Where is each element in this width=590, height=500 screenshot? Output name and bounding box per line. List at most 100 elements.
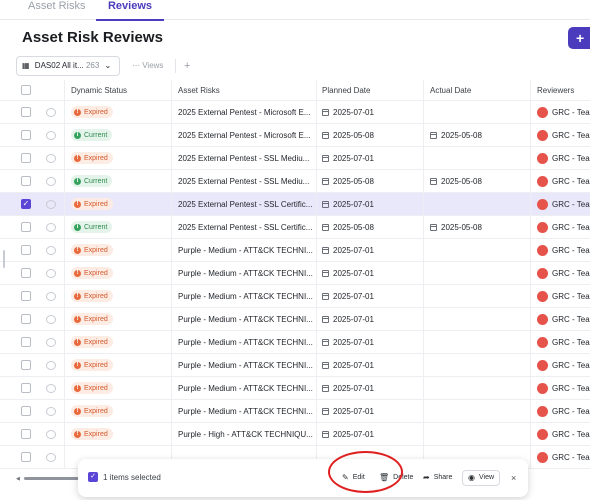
asset-risk-link[interactable]: Purple - Medium - ATT&CK TECHNI...: [178, 406, 313, 416]
table-row[interactable]: ! Expired Purple - Medium - ATT&CK TECHNI.…: [0, 377, 590, 400]
asset-risk-cell[interactable]: 2025 External Pentest - Microsoft E...: [178, 124, 316, 146]
asset-risk-link[interactable]: 2025 External Pentest - SSL Certific...: [178, 222, 313, 232]
tab-reviews[interactable]: Reviews: [96, 0, 164, 21]
reviewer-cell[interactable]: GRC - Tea: [537, 400, 590, 422]
reviewer-cell[interactable]: GRC - Tea: [537, 193, 590, 215]
reviewer-cell[interactable]: GRC - Tea: [537, 124, 590, 146]
table-row[interactable]: ! Expired Purple - Medium - ATT&CK TECHNI.…: [0, 239, 590, 262]
comment-icon[interactable]: [46, 268, 56, 278]
comment-icon[interactable]: [46, 291, 56, 301]
row-checkbox[interactable]: [21, 429, 31, 439]
reviewer-cell[interactable]: GRC - Tea: [537, 101, 590, 123]
asset-risk-link[interactable]: Purple - Medium - ATT&CK TECHNI...: [178, 360, 313, 370]
asset-risk-cell[interactable]: Purple - Medium - ATT&CK TECHNI...: [178, 331, 316, 353]
column-header-reviewers[interactable]: Reviewers: [537, 85, 575, 95]
actual-date-cell[interactable]: 2025-05-08: [430, 216, 530, 238]
row-checkbox[interactable]: [21, 245, 31, 255]
asset-risk-link[interactable]: Purple - Medium - ATT&CK TECHNI...: [178, 314, 313, 324]
planned-date-cell[interactable]: 2025-07-01: [322, 377, 422, 399]
planned-date-cell[interactable]: 2025-07-01: [322, 285, 422, 307]
row-checkbox[interactable]: [21, 153, 31, 163]
reviewer-cell[interactable]: GRC - Tea: [537, 239, 590, 261]
table-row[interactable]: i Current 2025 External Pentest - SSL Medi…: [0, 170, 590, 193]
planned-date-cell[interactable]: 2025-07-01: [322, 423, 422, 445]
planned-date-cell[interactable]: 2025-05-08: [322, 170, 422, 192]
planned-date-cell[interactable]: 2025-07-01: [322, 101, 422, 123]
share-button[interactable]: ➦ Share: [423, 470, 452, 486]
asset-risk-link[interactable]: 2025 External Pentest - Microsoft E...: [178, 107, 311, 117]
scroll-left-arrow-icon[interactable]: ◀: [16, 476, 20, 482]
comment-icon[interactable]: [46, 360, 56, 370]
row-checkbox[interactable]: [21, 176, 31, 186]
asset-risk-link[interactable]: 2025 External Pentest - SSL Mediu...: [178, 176, 310, 186]
asset-risk-cell[interactable]: 2025 External Pentest - SSL Mediu...: [178, 170, 316, 192]
column-header-dynamic-status[interactable]: Dynamic Status: [71, 85, 128, 95]
asset-risk-cell[interactable]: Purple - Medium - ATT&CK TECHNI...: [178, 354, 316, 376]
reviewer-cell[interactable]: GRC - Tea: [537, 331, 590, 353]
reviewer-cell[interactable]: GRC - Tea: [537, 308, 590, 330]
resize-handle[interactable]: [3, 250, 5, 268]
asset-risk-cell[interactable]: Purple - Medium - ATT&CK TECHNI...: [178, 239, 316, 261]
add-review-button[interactable]: +: [568, 27, 590, 49]
planned-date-cell[interactable]: 2025-07-01: [322, 331, 422, 353]
asset-risk-cell[interactable]: 2025 External Pentest - SSL Certific...: [178, 216, 316, 238]
planned-date-cell[interactable]: 2025-07-01: [322, 193, 422, 215]
table-row[interactable]: i Current 2025 External Pentest - SSL Cert…: [0, 216, 590, 239]
asset-risk-link[interactable]: Purple - Medium - ATT&CK TECHNI...: [178, 337, 313, 347]
table-row[interactable]: ! Expired Purple - Medium - ATT&CK TECHNI.…: [0, 308, 590, 331]
reviewer-cell[interactable]: GRC - Tea: [537, 170, 590, 192]
asset-risk-link[interactable]: Purple - Medium - ATT&CK TECHNI...: [178, 291, 313, 301]
comment-icon[interactable]: [46, 245, 56, 255]
comment-icon[interactable]: [46, 176, 56, 186]
row-checkbox[interactable]: [21, 337, 31, 347]
reviewer-cell[interactable]: GRC - Tea: [537, 423, 590, 445]
row-checkbox[interactable]: [21, 130, 31, 140]
row-checkbox[interactable]: [21, 291, 31, 301]
actual-date-cell[interactable]: 2025-05-08: [430, 170, 530, 192]
row-checkbox[interactable]: [21, 452, 31, 462]
reviewer-cell[interactable]: GRC - Tea: [537, 147, 590, 169]
asset-risk-cell[interactable]: Purple - Medium - ATT&CK TECHNI...: [178, 262, 316, 284]
bulk-select-checkbox[interactable]: ✓: [88, 472, 98, 482]
reviewer-cell[interactable]: GRC - Tea: [537, 262, 590, 284]
asset-risk-cell[interactable]: Purple - Medium - ATT&CK TECHNI...: [178, 400, 316, 422]
select-all-checkbox[interactable]: [21, 85, 31, 95]
planned-date-cell[interactable]: 2025-07-01: [322, 147, 422, 169]
column-header-planned-date[interactable]: Planned Date: [322, 85, 371, 95]
planned-date-cell[interactable]: 2025-07-01: [322, 354, 422, 376]
column-header-actual-date[interactable]: Actual Date: [430, 85, 472, 95]
asset-risk-link[interactable]: Purple - High - ATT&CK TECHNIQU...: [178, 429, 313, 439]
table-row[interactable]: ! Expired Purple - Medium - ATT&CK TECHNI.…: [0, 400, 590, 423]
view-button[interactable]: ◉ View: [462, 470, 501, 486]
delete-button[interactable]: 🗑 Delete: [379, 470, 413, 486]
asset-risk-cell[interactable]: Purple - Medium - ATT&CK TECHNI...: [178, 285, 316, 307]
asset-risk-cell[interactable]: Purple - High - ATT&CK TECHNIQU...: [178, 423, 316, 445]
comment-icon[interactable]: [46, 222, 56, 232]
views-button[interactable]: ⋯ Views: [132, 56, 163, 76]
view-selector[interactable]: ▦ DAS02 All it... 263 ⌄: [16, 56, 120, 76]
planned-date-cell[interactable]: 2025-07-01: [322, 262, 422, 284]
table-row[interactable]: ! Expired 2025 External Pentest - SSL Medi…: [0, 147, 590, 170]
table-row[interactable]: i Current 2025 External Pentest - Microsof…: [0, 124, 590, 147]
comment-icon[interactable]: [46, 107, 56, 117]
row-checkbox[interactable]: ✓: [21, 199, 31, 209]
table-row[interactable]: ! Expired Purple - Medium - ATT&CK TECHNI.…: [0, 331, 590, 354]
comment-icon[interactable]: [46, 406, 56, 416]
comment-icon[interactable]: [46, 337, 56, 347]
asset-risk-cell[interactable]: Purple - Medium - ATT&CK TECHNI...: [178, 377, 316, 399]
row-checkbox[interactable]: [21, 360, 31, 370]
row-checkbox[interactable]: [21, 314, 31, 324]
table-row[interactable]: ! Expired 2025 External Pentest - Microsof…: [0, 101, 590, 124]
asset-risk-cell[interactable]: 2025 External Pentest - SSL Certific...: [178, 193, 316, 215]
planned-date-cell[interactable]: 2025-07-01: [322, 239, 422, 261]
close-icon[interactable]: ×: [511, 473, 517, 483]
row-checkbox[interactable]: [21, 406, 31, 416]
planned-date-cell[interactable]: 2025-05-08: [322, 124, 422, 146]
row-checkbox[interactable]: [21, 222, 31, 232]
reviewer-cell[interactable]: GRC - Tea: [537, 354, 590, 376]
table-row[interactable]: ! Expired Purple - Medium - ATT&CK TECHNI.…: [0, 262, 590, 285]
reviewer-cell[interactable]: GRC - Tea: [537, 446, 590, 468]
asset-risk-link[interactable]: Purple - Medium - ATT&CK TECHNI...: [178, 245, 313, 255]
row-checkbox[interactable]: [21, 383, 31, 393]
asset-risk-link[interactable]: 2025 External Pentest - SSL Certific...: [178, 199, 313, 209]
